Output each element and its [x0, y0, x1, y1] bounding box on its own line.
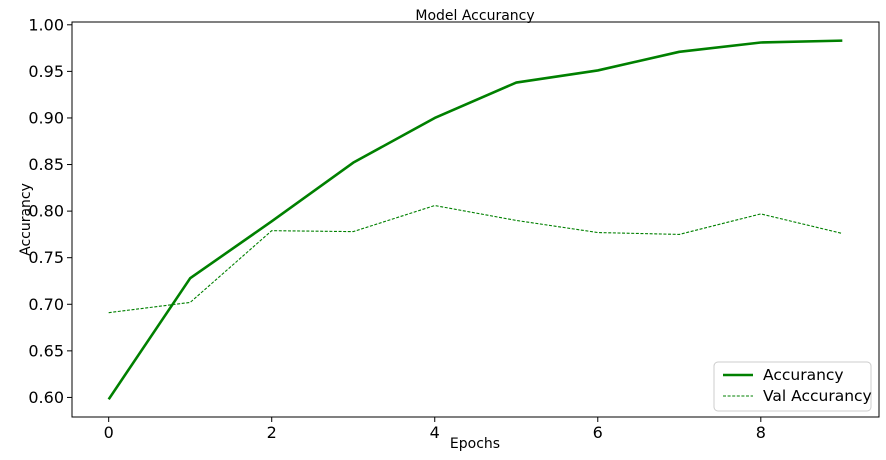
y-tick-label: 0.85	[28, 155, 64, 174]
y-axis-ticks: 0.60 0.65 0.70 0.75 0.80 0.85 0.90 0.95 1.00	[28, 15, 72, 407]
y-tick-label: 0.90	[28, 108, 64, 127]
series-line-accurancy	[107, 39, 843, 401]
y-tick-label: 0.80	[28, 202, 64, 221]
x-tick-label: 6	[593, 423, 603, 442]
legend-label-accurancy: Accurancy	[763, 366, 844, 384]
y-tick-label: 0.75	[28, 248, 64, 267]
legend: Accurancy Val Accurancy	[713, 361, 872, 412]
plot-area-frame	[71, 21, 880, 418]
chart-title: Model Accurancy	[415, 8, 534, 24]
x-tick-label: 4	[430, 423, 440, 442]
y-tick-label: 1.00	[28, 15, 64, 34]
series-line-val-accurancy	[108, 204, 843, 314]
legend-label-val-accurancy: Val Accurancy	[763, 387, 872, 405]
series-layer	[107, 39, 843, 401]
y-tick-label: 0.65	[28, 341, 64, 360]
y-tick-label: 0.60	[28, 388, 64, 407]
x-tick-label: 8	[756, 423, 766, 442]
x-axis-ticks: 0 2 4 6 8	[104, 417, 766, 442]
legend-box	[713, 361, 872, 412]
x-tick-label: 2	[267, 423, 277, 442]
y-tick-label: 0.70	[28, 295, 64, 314]
x-axis-label: Epochs	[450, 436, 500, 452]
x-tick-label: 0	[104, 423, 114, 442]
y-axis-label: Accurancy	[18, 183, 34, 256]
y-tick-label: 0.95	[28, 62, 64, 81]
